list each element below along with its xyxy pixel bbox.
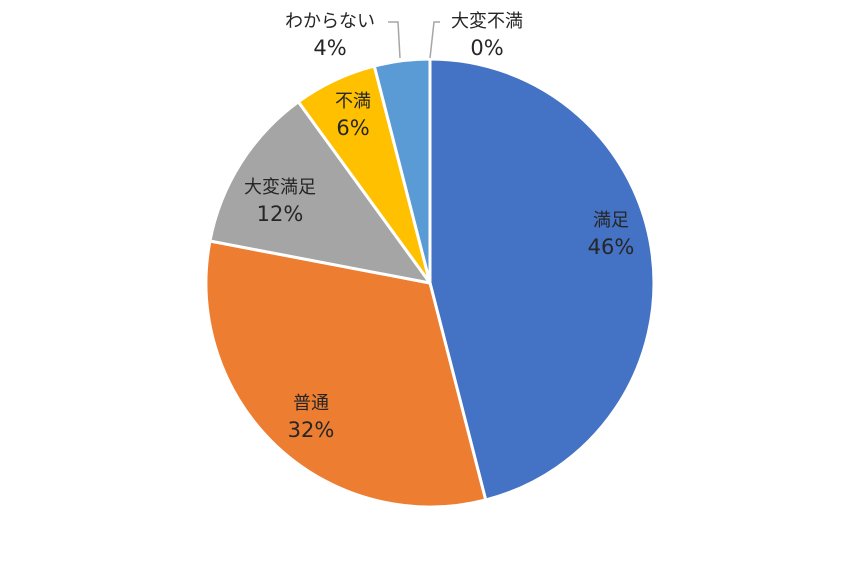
data-label-percent: 46% (588, 235, 635, 259)
data-label-category: 大変不満 (451, 11, 523, 32)
data-label-category: わからない (285, 11, 375, 32)
pie-slice (208, 100, 432, 285)
data-label-category: 満足 (593, 210, 629, 231)
data-label-percent: 32% (288, 418, 335, 442)
leader-lines (388, 21, 440, 59)
leader-line (388, 21, 401, 59)
pie-slice (204, 239, 488, 509)
data-label-percent: 12% (257, 202, 304, 226)
data-label-category: 大変満足 (244, 177, 316, 198)
data-labels: 満足 46% 普通 32% 大変満足 12% 不満 6% わからない 4% 大変不満 0% (244, 11, 634, 442)
data-label-category: 不満 (335, 91, 371, 112)
pie-slice (372, 57, 432, 285)
data-label-category: 普通 (293, 393, 329, 414)
pie-slice (428, 57, 656, 502)
data-label-percent: 4% (313, 36, 346, 60)
leader-line (429, 21, 440, 59)
pie-slices (204, 57, 656, 509)
data-label-percent: 0% (470, 36, 503, 60)
data-label-percent: 6% (336, 116, 369, 140)
